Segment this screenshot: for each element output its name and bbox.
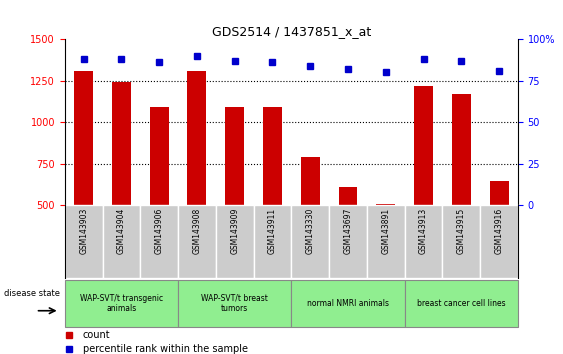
Bar: [338, 187, 358, 289]
Text: WAP-SVT/t breast
tumors: WAP-SVT/t breast tumors: [201, 294, 268, 313]
Text: GSM143891: GSM143891: [381, 207, 390, 253]
Bar: [443, 205, 480, 278]
Bar: [253, 205, 292, 278]
Bar: [292, 205, 329, 278]
Bar: [329, 205, 367, 278]
Text: GSM143909: GSM143909: [230, 207, 239, 254]
Bar: [405, 280, 518, 327]
Bar: [414, 86, 433, 289]
Bar: [301, 157, 320, 289]
Text: normal NMRI animals: normal NMRI animals: [307, 299, 389, 308]
Text: GSM143906: GSM143906: [155, 207, 164, 254]
Bar: [480, 205, 518, 278]
Bar: [490, 181, 508, 289]
Bar: [178, 205, 216, 278]
Text: GSM143915: GSM143915: [457, 207, 466, 254]
Bar: [452, 94, 471, 289]
Bar: [178, 280, 292, 327]
Text: GSM143913: GSM143913: [419, 207, 428, 254]
Bar: [65, 280, 178, 327]
Bar: [140, 205, 178, 278]
Bar: [102, 205, 140, 278]
Bar: [405, 205, 443, 278]
Text: GSM143911: GSM143911: [268, 207, 277, 253]
Text: GSM143908: GSM143908: [193, 207, 202, 254]
Bar: [367, 205, 405, 278]
Bar: [292, 280, 405, 327]
Text: GSM143904: GSM143904: [117, 207, 126, 254]
Text: GSM143916: GSM143916: [494, 207, 503, 254]
Bar: [74, 70, 93, 289]
Text: WAP-SVT/t transgenic
animals: WAP-SVT/t transgenic animals: [80, 294, 163, 313]
Text: GSM143903: GSM143903: [79, 207, 88, 254]
Text: disease state: disease state: [5, 289, 60, 298]
Bar: [150, 107, 168, 289]
Text: percentile rank within the sample: percentile rank within the sample: [83, 344, 248, 354]
Title: GDS2514 / 1437851_x_at: GDS2514 / 1437851_x_at: [212, 25, 371, 38]
Bar: [376, 205, 395, 289]
Bar: [112, 82, 131, 289]
Text: breast cancer cell lines: breast cancer cell lines: [417, 299, 506, 308]
Text: GSM143330: GSM143330: [306, 207, 315, 254]
Bar: [225, 107, 244, 289]
Bar: [187, 70, 207, 289]
Bar: [65, 205, 102, 278]
Text: count: count: [83, 330, 110, 341]
Bar: [263, 107, 282, 289]
Text: GSM143697: GSM143697: [343, 207, 352, 254]
Bar: [216, 205, 253, 278]
